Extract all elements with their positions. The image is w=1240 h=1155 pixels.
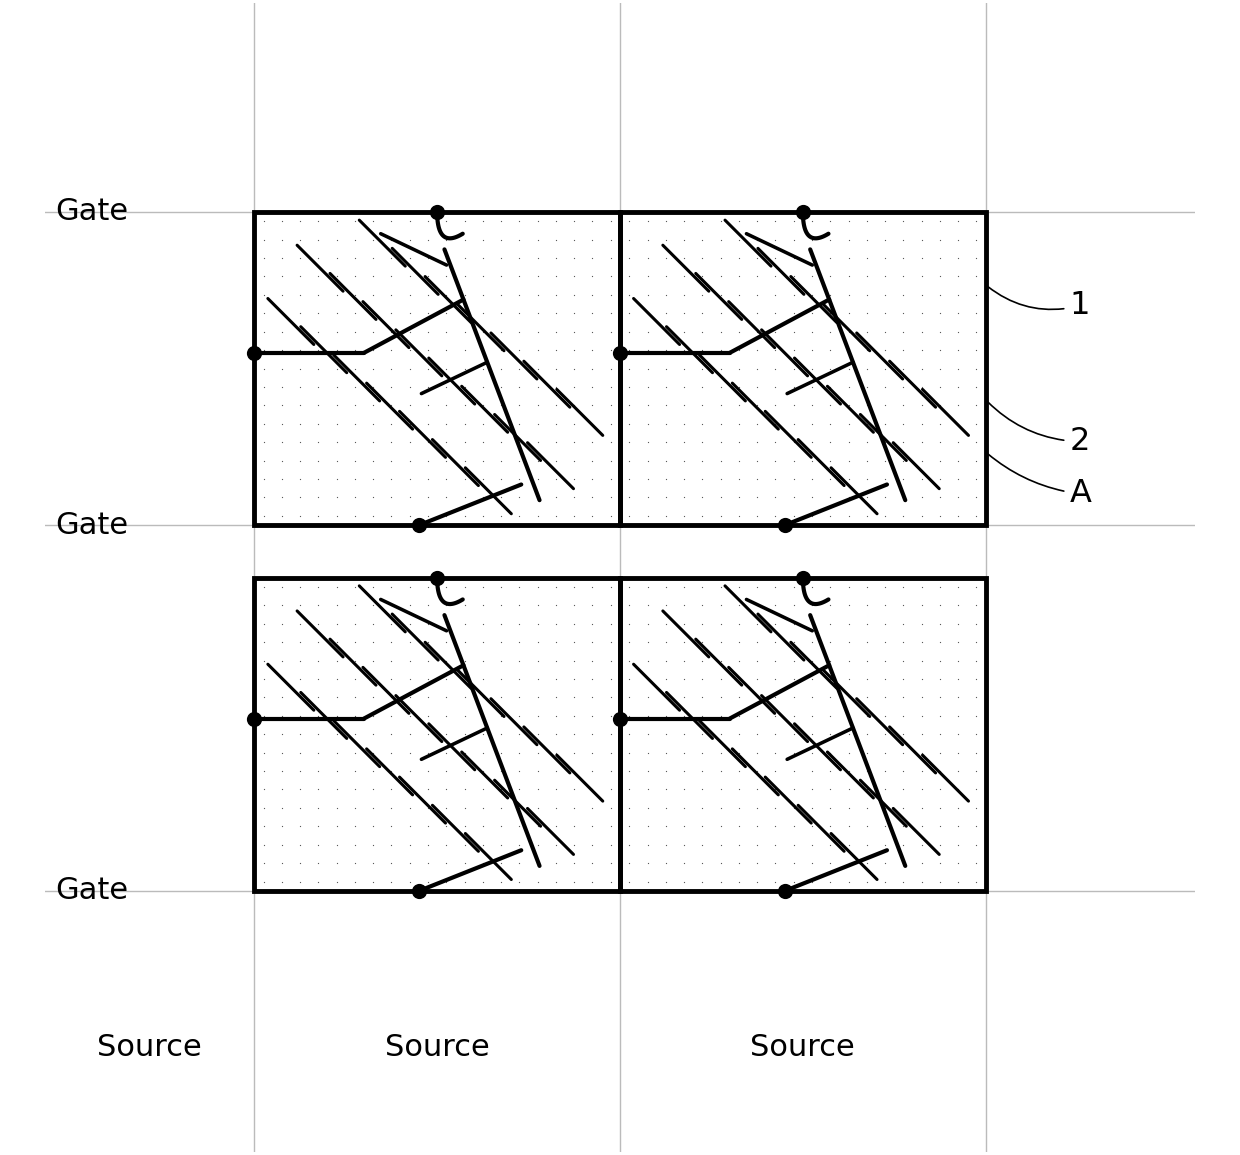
Bar xyxy=(620,211,986,526)
Text: Gate: Gate xyxy=(56,877,129,906)
Bar xyxy=(620,578,986,891)
Bar xyxy=(620,578,986,891)
Point xyxy=(428,568,448,587)
Point xyxy=(610,709,630,728)
Text: Source: Source xyxy=(750,1034,856,1063)
Bar xyxy=(254,578,620,891)
Point xyxy=(244,343,264,362)
Text: A: A xyxy=(988,454,1091,509)
Bar xyxy=(254,578,620,891)
Point xyxy=(775,881,795,900)
Bar xyxy=(620,211,986,526)
Text: 2: 2 xyxy=(988,402,1090,457)
Text: 1: 1 xyxy=(988,286,1090,321)
Point xyxy=(792,568,812,587)
Bar xyxy=(254,211,620,526)
Point xyxy=(244,709,264,728)
Point xyxy=(610,343,630,362)
Text: Source: Source xyxy=(98,1034,202,1063)
Point xyxy=(409,881,429,900)
Point xyxy=(775,516,795,535)
Text: Gate: Gate xyxy=(56,511,129,539)
Bar xyxy=(254,211,620,526)
Point xyxy=(409,516,429,535)
Point xyxy=(428,202,448,221)
Text: Source: Source xyxy=(384,1034,490,1063)
Text: Gate: Gate xyxy=(56,198,129,226)
Point xyxy=(792,202,812,221)
